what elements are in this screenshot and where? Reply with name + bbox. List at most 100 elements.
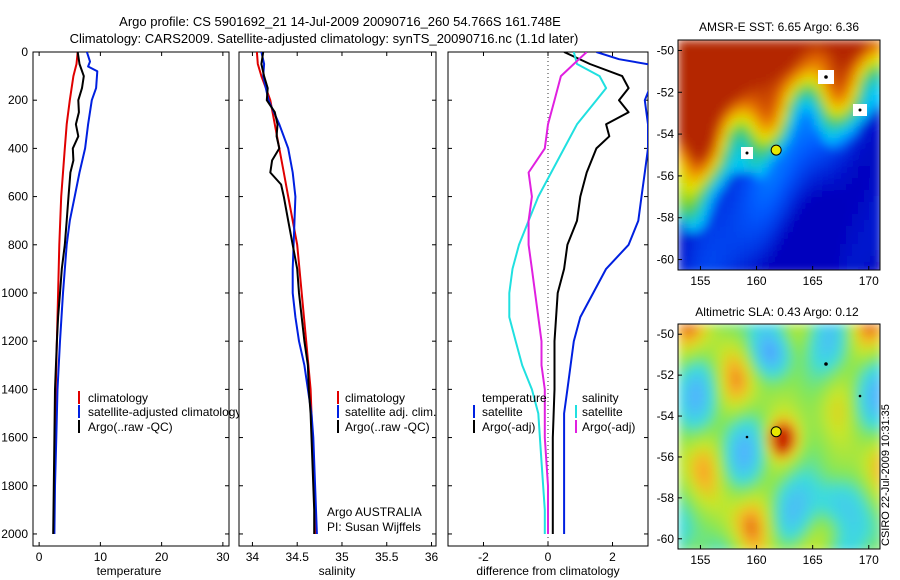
map-cell bbox=[768, 414, 775, 421]
map-cell bbox=[678, 390, 685, 397]
map-cell bbox=[846, 546, 853, 549]
map-cell bbox=[708, 118, 715, 125]
map-cell bbox=[798, 130, 805, 137]
map-cell bbox=[708, 70, 715, 77]
map-cell bbox=[762, 360, 769, 367]
map-cell bbox=[726, 172, 733, 179]
map-cell bbox=[864, 106, 871, 113]
map-cell bbox=[846, 148, 853, 155]
map-cell bbox=[786, 202, 793, 209]
map-cell bbox=[756, 184, 763, 191]
map-cell bbox=[816, 178, 823, 185]
map-cell bbox=[780, 408, 787, 415]
map-cell bbox=[816, 94, 823, 101]
map-cell bbox=[786, 402, 793, 409]
map-cell bbox=[816, 250, 823, 257]
map-cell bbox=[822, 130, 829, 137]
map-cell bbox=[732, 46, 739, 53]
map-cell bbox=[732, 516, 739, 523]
map-cell bbox=[702, 178, 709, 185]
map-cell bbox=[756, 214, 763, 221]
map-cell bbox=[738, 390, 745, 397]
annotation-argo-australia: Argo AUSTRALIA bbox=[327, 505, 422, 519]
map-cell bbox=[726, 58, 733, 65]
map-cell bbox=[810, 58, 817, 65]
map-cell bbox=[834, 462, 841, 469]
island-dot-c bbox=[745, 435, 749, 439]
map-cell bbox=[786, 124, 793, 131]
map-cell bbox=[690, 118, 697, 125]
map-cell bbox=[690, 462, 697, 469]
map-cell bbox=[876, 492, 880, 499]
map-cell bbox=[678, 58, 685, 65]
map-cell bbox=[828, 64, 835, 71]
map-cell bbox=[750, 82, 757, 89]
legend-label-d-temp-argo: Argo(-adj) bbox=[482, 420, 535, 434]
map-cell bbox=[792, 390, 799, 397]
map-cell bbox=[696, 390, 703, 397]
map-cell bbox=[822, 456, 829, 463]
map-cell bbox=[774, 262, 781, 269]
map-cell bbox=[876, 166, 880, 173]
map-cell bbox=[858, 384, 865, 391]
map-cell bbox=[846, 88, 853, 95]
map-cell bbox=[822, 94, 829, 101]
map-cell bbox=[690, 366, 697, 373]
map-cell bbox=[828, 528, 835, 535]
map-cell bbox=[750, 444, 757, 451]
map-y-tick-label: -58 bbox=[657, 491, 675, 505]
map-cell bbox=[762, 456, 769, 463]
map-cell bbox=[858, 324, 865, 331]
map-cell bbox=[774, 462, 781, 469]
map-cell bbox=[744, 220, 751, 227]
map-cell bbox=[876, 64, 880, 71]
map-cell bbox=[714, 226, 721, 233]
map-cell bbox=[780, 64, 787, 71]
map-cell bbox=[732, 426, 739, 433]
map-cell bbox=[744, 420, 751, 427]
map-cell bbox=[738, 330, 745, 337]
map-cell bbox=[852, 384, 859, 391]
map-cell bbox=[750, 250, 757, 257]
map-cell bbox=[816, 268, 823, 270]
map-cell bbox=[678, 462, 685, 469]
map-cell bbox=[678, 208, 685, 215]
map-cell bbox=[780, 52, 787, 59]
map-cell bbox=[870, 402, 877, 409]
map-cell bbox=[726, 330, 733, 337]
map-cell bbox=[690, 226, 697, 233]
map-cell bbox=[702, 220, 709, 227]
map-cell bbox=[720, 336, 727, 343]
map-cell bbox=[816, 546, 823, 549]
map-cell bbox=[786, 88, 793, 95]
map-cell bbox=[852, 196, 859, 203]
map-cell bbox=[678, 100, 685, 107]
map-cell bbox=[678, 348, 685, 355]
map-cell bbox=[786, 148, 793, 155]
map-cell bbox=[858, 244, 865, 251]
map-cell bbox=[822, 58, 829, 65]
map-cell bbox=[774, 354, 781, 361]
map-cell bbox=[720, 474, 727, 481]
map-cell bbox=[810, 378, 817, 385]
map-cell bbox=[726, 342, 733, 349]
map-cell bbox=[864, 46, 871, 53]
map-cell bbox=[714, 336, 721, 343]
map-cell bbox=[864, 52, 871, 59]
map-cell bbox=[774, 232, 781, 239]
map-cell bbox=[738, 142, 745, 149]
map-cell bbox=[720, 462, 727, 469]
map-cell bbox=[774, 504, 781, 511]
map-cell bbox=[852, 408, 859, 415]
map-cell bbox=[738, 208, 745, 215]
map-cell bbox=[702, 540, 709, 547]
map-cell bbox=[858, 378, 865, 385]
temperature-legend: climatology satellite-adjusted climatolo… bbox=[78, 391, 241, 434]
map-cell bbox=[720, 178, 727, 185]
map-cell bbox=[768, 52, 775, 59]
map-cell bbox=[834, 414, 841, 421]
map-cell bbox=[858, 330, 865, 337]
map-cell bbox=[858, 70, 865, 77]
map-cell bbox=[762, 82, 769, 89]
map-cell bbox=[732, 438, 739, 445]
